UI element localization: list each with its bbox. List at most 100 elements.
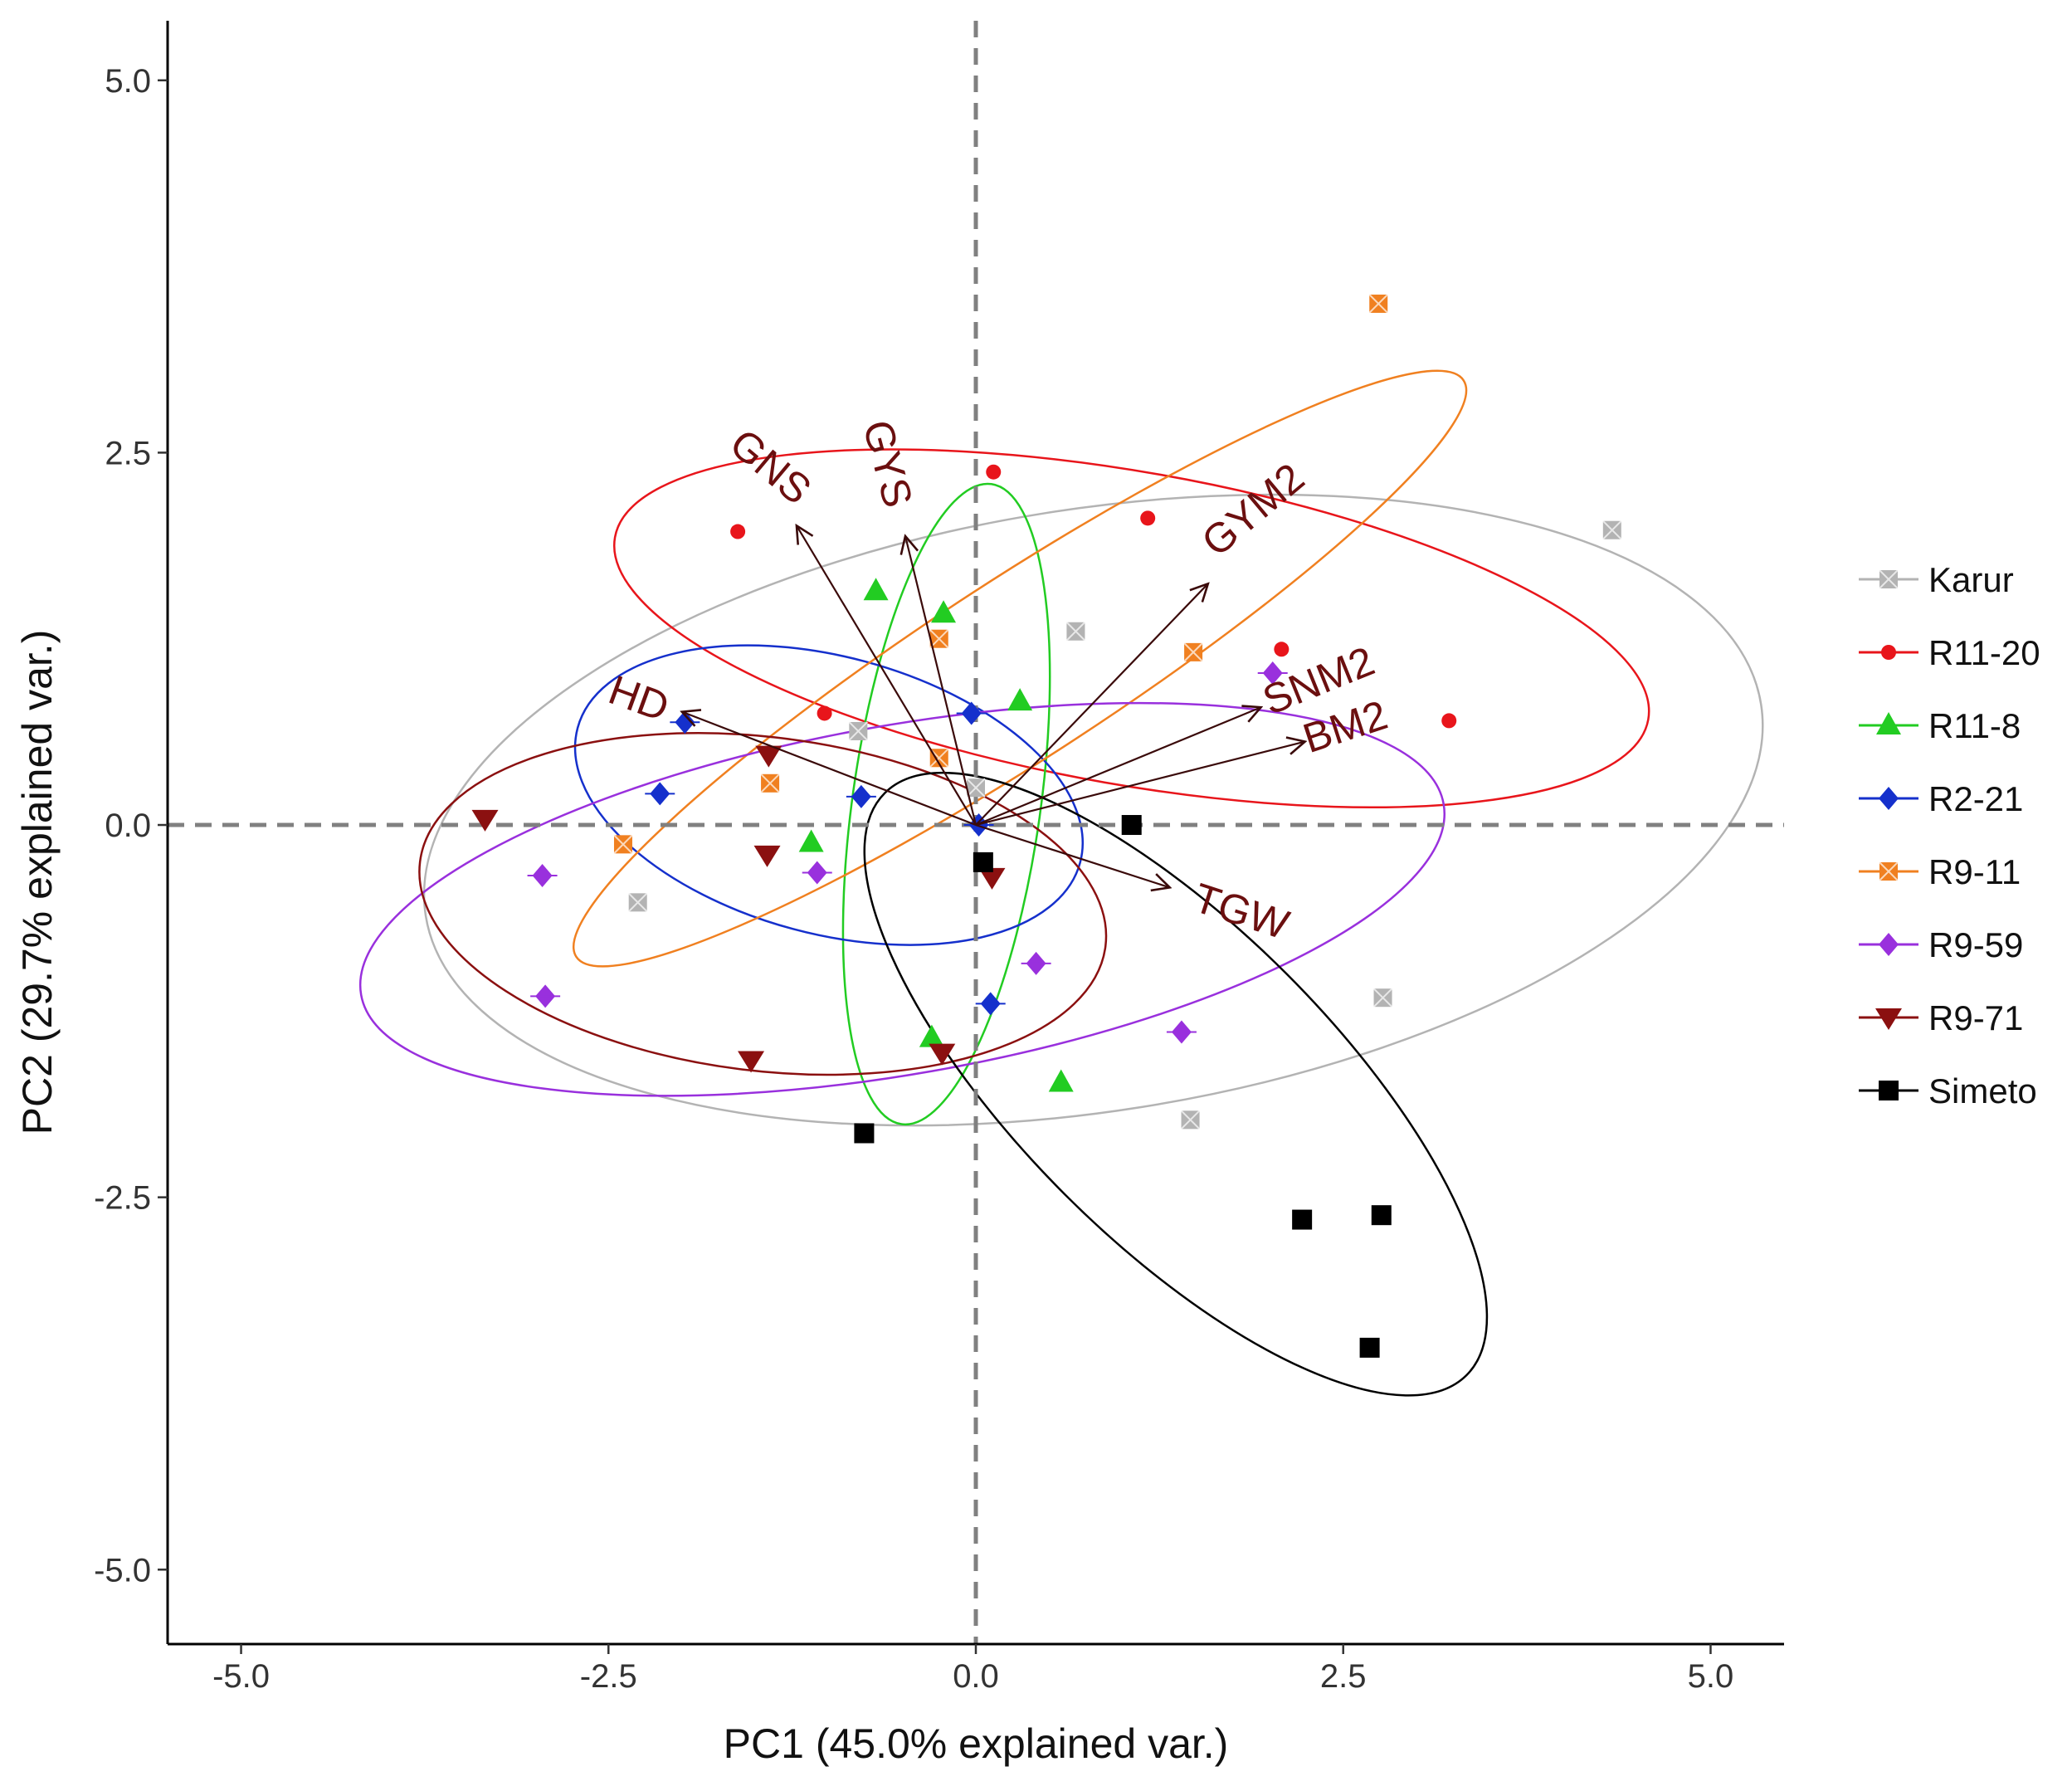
vector-label-hd: HD: [602, 666, 675, 730]
marker-shape: [978, 867, 1006, 890]
point-simeto-1: [1121, 815, 1142, 836]
point-karur-4: [627, 892, 648, 913]
point-r9-71-4: [738, 1051, 765, 1073]
point-r9-59-1: [1257, 661, 1288, 685]
ellipse-r9-11: [572, 369, 1468, 968]
marker-cross: [760, 773, 780, 793]
vector-arrow-gym2: [975, 583, 1208, 826]
marker-cross: [613, 834, 633, 855]
marker-shape: [471, 809, 499, 832]
point-r11-8-1: [863, 578, 889, 601]
point-r9-59-4: [802, 861, 832, 885]
legend-label: R9-59: [1928, 925, 2023, 964]
marker-shape: [817, 705, 832, 721]
marker-shape: [919, 1024, 944, 1047]
point-karur-6: [1180, 1110, 1201, 1130]
x-tick-label: -5.0: [212, 1658, 270, 1695]
legend-label: Simeto: [1928, 1071, 2037, 1110]
vector-arrow-snm2: [975, 707, 1261, 827]
point-r11-20-4: [1274, 642, 1290, 657]
x-tick-label: 2.5: [1320, 1658, 1367, 1695]
point-r11-8-6: [1048, 1069, 1074, 1092]
legend-label: R11-20: [1928, 633, 2040, 672]
point-simeto-5: [1371, 1205, 1392, 1226]
legend: Karur R11-20 R11-8 R2-21 R9-11 R9-59 R9-71 Sime…: [1859, 560, 2040, 1110]
legend-marker: [1881, 645, 1896, 660]
ellipse-karur: [422, 493, 1764, 1127]
point-r9-71-6: [978, 867, 1006, 890]
legend-marker: [1875, 1008, 1902, 1030]
marker-cross: [1368, 294, 1388, 314]
marker-cross: [1183, 642, 1203, 662]
point-r11-20-1: [730, 524, 746, 539]
point-r11-8-4: [798, 829, 824, 852]
point-r11-20-2: [986, 464, 1002, 480]
marker-shape: [1359, 1337, 1380, 1358]
point-simeto-2: [973, 852, 993, 872]
point-simeto-3: [854, 1123, 875, 1144]
point-r9-11-1: [1368, 294, 1388, 314]
point-simeto-6: [1359, 1337, 1380, 1358]
point-r9-71-2: [755, 745, 782, 768]
legend-marker: [1879, 861, 1899, 881]
point-r9-11-2: [929, 629, 949, 649]
marker-shape: [1274, 642, 1290, 657]
x-tick-label: 5.0: [1688, 1658, 1734, 1695]
marker-cross: [966, 778, 986, 798]
marker-shape: [1121, 815, 1142, 836]
point-r9-59-3: [530, 984, 561, 1008]
axes: -5.0 -2.5 0.0 2.5 5.0 -5.0 -2.5 0.0 2.5 5.0: [94, 21, 1784, 1695]
point-r9-11-3: [1183, 642, 1203, 662]
vector-label-gns: GNS: [721, 420, 820, 514]
vector-label-tgw: TGW: [1188, 874, 1295, 949]
legend-label: R9-71: [1928, 998, 2023, 1037]
marker-shape: [1876, 712, 1901, 734]
point-karur-2: [1065, 622, 1086, 642]
legend-item-r11-20: R11-20: [1859, 633, 2040, 672]
marker-shape: [1048, 1069, 1074, 1092]
point-r9-11-5: [760, 773, 780, 793]
marker-shape: [738, 1051, 765, 1073]
point-r11-20-3: [1140, 510, 1156, 526]
vector-arrow-tgw: [975, 823, 1170, 887]
marker-shape: [1879, 1081, 1899, 1100]
ellipse-simeto: [863, 771, 1489, 1397]
marker-shape: [929, 1043, 956, 1066]
marker-cross: [1180, 1110, 1201, 1130]
marker-shape: [1881, 645, 1896, 660]
legend-item-simeto: Simeto: [1859, 1071, 2037, 1110]
y-axis-title: PC2 (29.7% explained var.): [14, 630, 61, 1135]
legend-marker: [1874, 787, 1904, 810]
point-r2-21-2: [645, 782, 675, 806]
y-tick-label: 0.0: [105, 808, 151, 844]
point-r11-20-5: [1441, 713, 1457, 729]
marker-shape: [863, 578, 889, 601]
x-axis-title: PC1 (45.0% explained var.): [724, 1720, 1229, 1767]
marker-cross: [1372, 988, 1393, 1008]
point-r11-20-6: [817, 705, 832, 721]
legend-item-r9-11: R9-11: [1859, 852, 2021, 891]
point-r9-11-6: [613, 834, 633, 855]
marker-shape: [986, 464, 1002, 480]
ellipse-r11-20: [612, 448, 1650, 809]
marker-shape: [973, 852, 993, 872]
point-r2-21-3: [846, 784, 876, 808]
point-r9-59-2: [527, 864, 558, 888]
marker-shape: [1140, 510, 1156, 526]
ellipse-r2-21: [573, 644, 1084, 946]
point-karur-3: [848, 721, 869, 741]
marker-shape: [1292, 1209, 1313, 1230]
legend-label: R2-21: [1928, 779, 2023, 818]
marker-shape: [1007, 688, 1033, 711]
point-r9-59-6: [1166, 1020, 1197, 1044]
marker-cross: [1602, 520, 1622, 540]
legend-item-r9-71: R9-71: [1859, 998, 2023, 1037]
legend-marker: [1876, 712, 1901, 734]
vector-arrow-gys: [905, 536, 977, 826]
legend-label: Karur: [1928, 560, 2014, 599]
legend-item-r2-21: R2-21: [1859, 779, 2023, 818]
y-tick-label: 5.0: [105, 63, 151, 100]
point-r9-71-1: [471, 809, 499, 832]
legend-marker: [1874, 933, 1904, 956]
point-karur-7: [966, 778, 986, 798]
